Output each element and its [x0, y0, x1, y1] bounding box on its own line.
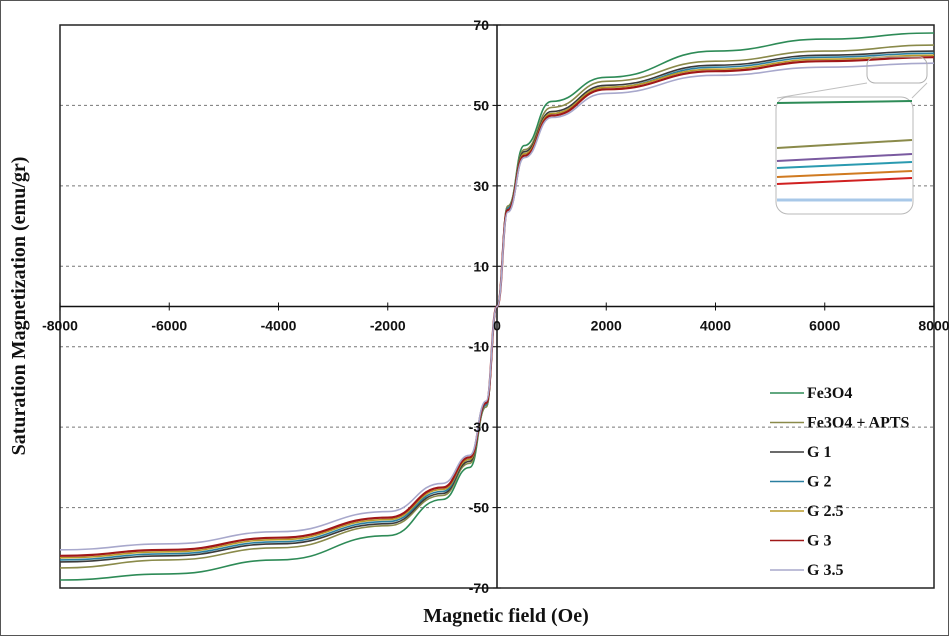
zoom-inset-line — [776, 153, 913, 162]
legend-label: G 3.5 — [807, 562, 843, 579]
zoom-region-marker — [866, 56, 928, 84]
y-tick-label: 70 — [473, 17, 489, 33]
zoom-inset-box — [775, 96, 914, 215]
series-line-g-3-5 — [59, 62, 935, 551]
x-tick-label: -4000 — [261, 318, 297, 334]
zoom-inset-line — [776, 139, 913, 149]
x-tick-label: 8000 — [918, 318, 949, 334]
legend-label: Fe3O4 + APTS — [807, 415, 910, 432]
zoom-inset-line — [776, 161, 913, 169]
legend-label: G 2.5 — [807, 503, 843, 520]
legend-label: G 3 — [807, 533, 831, 550]
y-tick-label: 50 — [473, 97, 489, 113]
legend: Fe3O4 Fe3O4 + APTS G 1 G 2 G 2.5 G 3 G 3.5 — [770, 385, 910, 579]
y-tick-label: -10 — [469, 339, 489, 355]
y-tick-labels: 70 50 30 10 -10 -30 -50 -70 — [469, 17, 489, 596]
x-tick-label: 0 — [493, 318, 501, 334]
zoom-inset-line — [776, 170, 913, 178]
y-tick-label: 30 — [473, 178, 489, 194]
x-tick-label: -6000 — [151, 318, 187, 334]
x-tick-label: 4000 — [700, 318, 731, 334]
y-tick-label: -70 — [469, 580, 489, 596]
x-tick-labels: -8000 -6000 -4000 -2000 0 2000 4000 6000 8000 — [42, 318, 949, 334]
zoom-connector — [776, 82, 868, 99]
legend-label: G 2 — [807, 474, 831, 491]
zoom-inset-line — [776, 100, 913, 104]
zoom-connector — [911, 82, 928, 99]
x-tick-label: 2000 — [591, 318, 622, 334]
zoom-inset-line — [776, 177, 913, 185]
legend-label: G 1 — [807, 444, 831, 461]
series-lines — [59, 32, 935, 581]
legend-label: Fe3O4 — [807, 385, 852, 402]
x-tick-label: -8000 — [42, 318, 78, 334]
y-tick-label: -50 — [469, 500, 489, 516]
zoom-inset — [775, 56, 928, 215]
y-axis-title: Saturation Magnetization (emu/gr) — [8, 157, 30, 456]
x-axis-title: Magnetic field (Oe) — [423, 605, 589, 627]
x-tick-label: -2000 — [370, 318, 406, 334]
y-tick-label: 10 — [473, 258, 489, 274]
y-tick-label: -30 — [469, 419, 489, 435]
x-tick-label: 6000 — [809, 318, 840, 334]
